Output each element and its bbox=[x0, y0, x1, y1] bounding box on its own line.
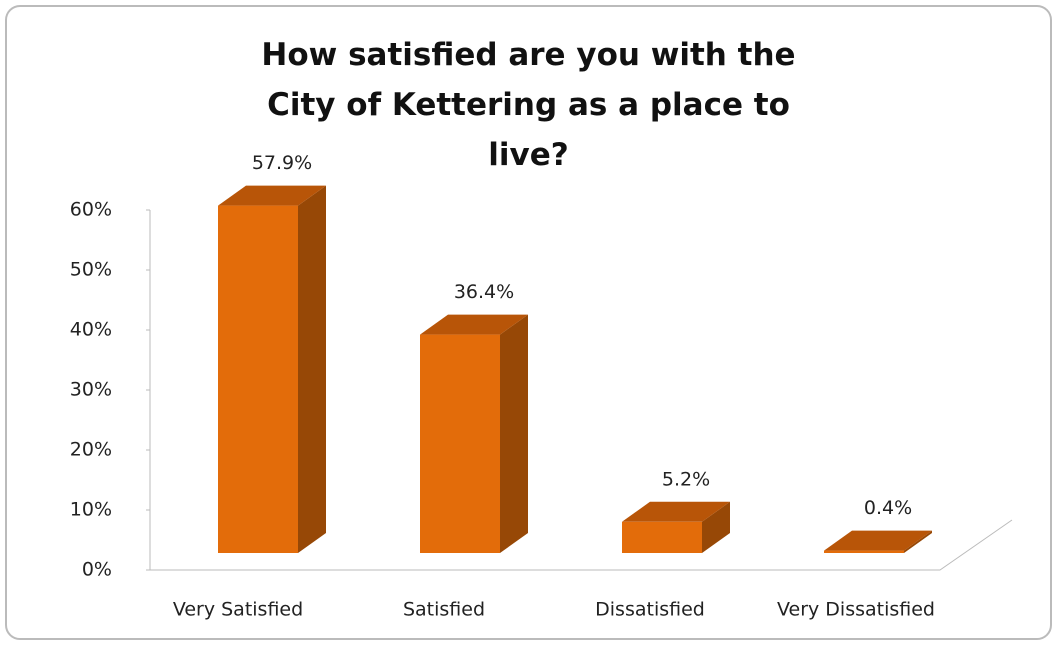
x-tick-label: Very Satisfied bbox=[173, 599, 303, 621]
bar-side bbox=[298, 185, 326, 553]
data-label: 0.4% bbox=[864, 497, 912, 519]
x-tick-label: Satisfied bbox=[403, 599, 485, 621]
bar-side bbox=[904, 530, 932, 553]
bar-side bbox=[702, 501, 730, 553]
bar-top bbox=[824, 530, 932, 551]
bar bbox=[420, 334, 500, 553]
bar-top bbox=[622, 501, 730, 522]
data-label: 36.4% bbox=[454, 281, 514, 303]
y-tick-label: 0% bbox=[82, 559, 112, 581]
chart-title: How satisfied are you with the City of K… bbox=[261, 37, 796, 173]
bar-top bbox=[420, 314, 528, 335]
y-tick-label: 30% bbox=[70, 379, 112, 401]
floor-edge bbox=[150, 519, 1013, 571]
y-tick-label: 60% bbox=[70, 199, 112, 221]
y-tick-label: 20% bbox=[70, 439, 112, 461]
bar bbox=[218, 205, 298, 553]
bar bbox=[622, 521, 702, 553]
bar-top bbox=[218, 185, 326, 206]
data-label: 5.2% bbox=[662, 468, 710, 490]
y-tick-label: 40% bbox=[70, 319, 112, 341]
x-tick-label: Dissatisfied bbox=[595, 599, 705, 621]
data-label: 57.9% bbox=[252, 152, 312, 174]
x-tick-label: Very Dissatisfied bbox=[777, 599, 935, 621]
chart-border bbox=[5, 5, 1052, 640]
bar-side bbox=[500, 314, 528, 553]
bar bbox=[824, 550, 904, 553]
y-tick-label: 10% bbox=[70, 499, 112, 521]
y-tick-label: 50% bbox=[70, 259, 112, 281]
